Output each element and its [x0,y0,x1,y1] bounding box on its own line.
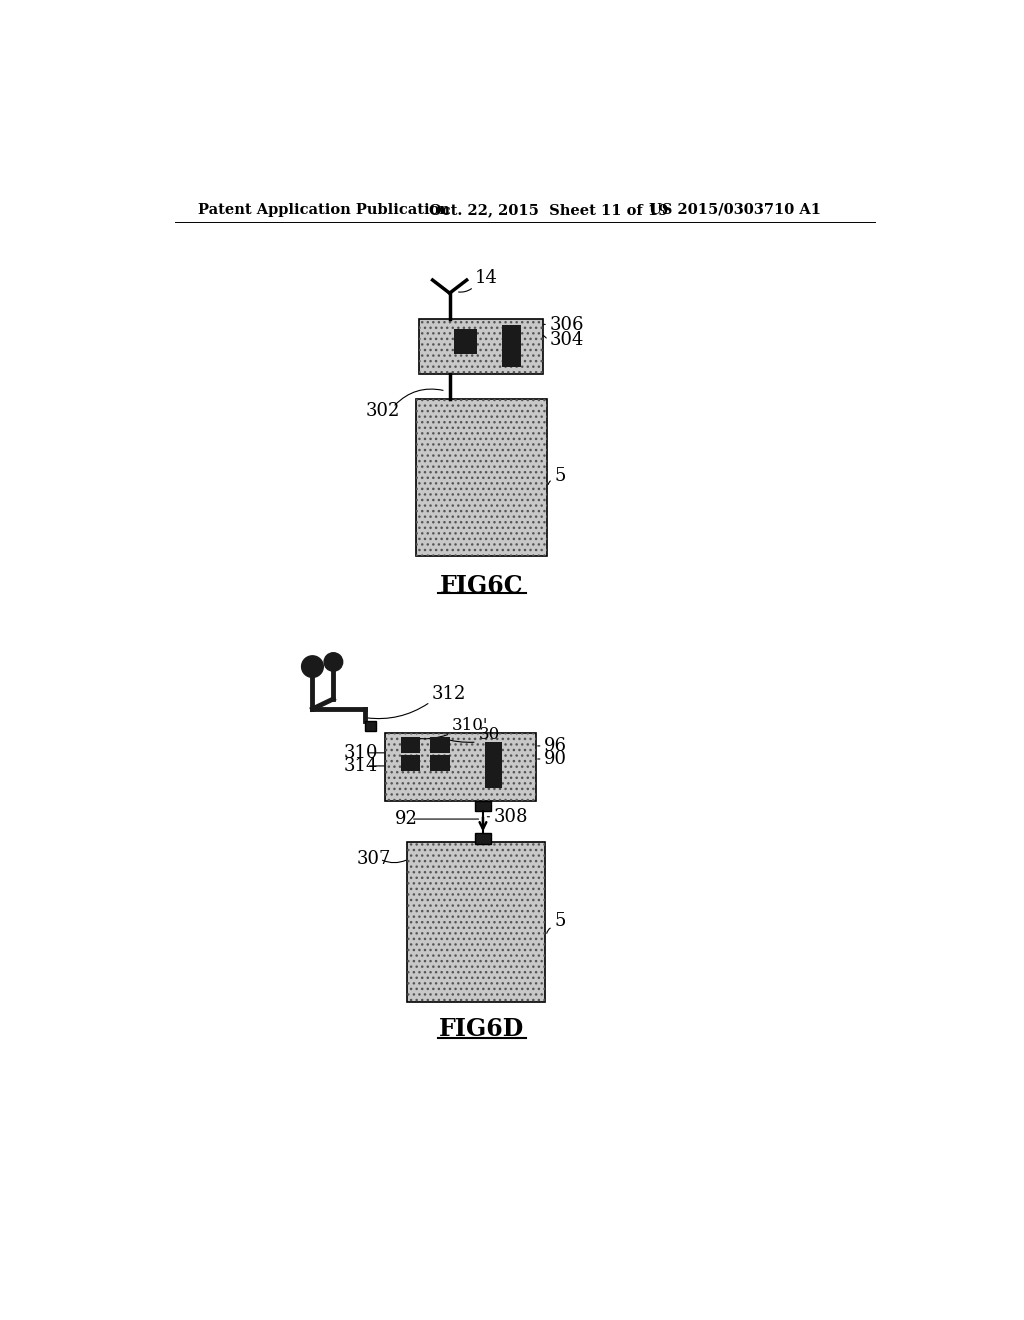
Text: 30: 30 [478,726,500,743]
Bar [475,800,490,812]
Bar [385,733,537,800]
Text: 96: 96 [544,737,567,755]
Text: 314: 314 [343,756,378,775]
Text: 14: 14 [475,269,498,286]
Bar [454,330,477,354]
Bar [366,721,376,731]
Bar [400,738,420,752]
Text: FIG6D: FIG6D [438,1016,524,1040]
Bar [502,325,521,367]
Bar [484,742,502,788]
Text: 310: 310 [343,744,378,762]
Text: Patent Application Publication: Patent Application Publication [198,203,450,216]
Bar [417,399,547,557]
Text: 90: 90 [544,750,567,768]
Circle shape [302,656,324,677]
Text: 304: 304 [550,331,584,348]
Text: Oct. 22, 2015  Sheet 11 of 19: Oct. 22, 2015 Sheet 11 of 19 [429,203,668,216]
Bar [419,318,543,374]
Bar [385,733,537,800]
Bar [407,842,545,1002]
Text: 312: 312 [432,685,466,704]
Bar [419,318,543,374]
Text: 310': 310' [452,717,488,734]
Text: 306: 306 [550,315,584,334]
Text: FIG6C: FIG6C [439,574,523,598]
Text: 302: 302 [366,403,400,420]
Bar [407,842,545,1002]
Text: US 2015/0303710 A1: US 2015/0303710 A1 [649,203,821,216]
Text: 5: 5 [554,467,565,484]
Bar [400,755,420,771]
Text: 307: 307 [356,850,391,869]
Bar [430,738,450,752]
Circle shape [324,653,343,671]
Text: 92: 92 [395,810,418,828]
Text: 308: 308 [494,808,528,826]
Bar [430,755,450,771]
Bar [417,399,547,557]
Bar [475,833,490,843]
Text: 5: 5 [554,912,565,929]
